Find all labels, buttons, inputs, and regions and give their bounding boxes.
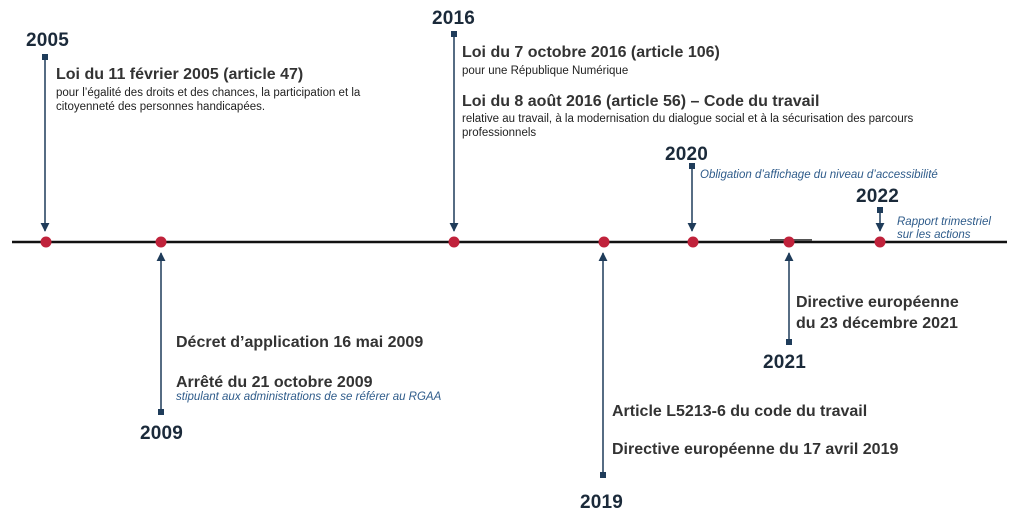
- year-label-2019: 2019: [580, 492, 624, 513]
- affichage-2020-note: Obligation d’affichage du niveau d’acces…: [700, 169, 938, 181]
- year-label-2009: 2009: [140, 423, 184, 444]
- connector-square-2020: [689, 163, 695, 169]
- node-2009: [155, 236, 167, 248]
- node-2022: [874, 236, 886, 248]
- directive-2021-line1: Directive européenne: [796, 294, 959, 311]
- loi-2005-title: Loi du 11 février 2005 (article 47): [56, 66, 304, 83]
- connector-square-2005: [42, 54, 48, 60]
- node-2016: [448, 236, 460, 248]
- arrete-2009: Arrêté du 21 octobre 2009: [176, 374, 373, 391]
- loi-2016-numerique-title: Loi du 7 octobre 2016 (article 106): [462, 44, 720, 61]
- arrete-2009-note: stipulant aux administrations de se réfé…: [176, 391, 442, 403]
- rapport-2022-note-line1: Rapport trimestriel: [897, 216, 991, 228]
- year-label-2016: 2016: [432, 8, 476, 29]
- decret-2009: Décret d’application 16 mai 2009: [176, 334, 424, 351]
- connector-square-2019: [600, 472, 606, 478]
- year-label-2022: 2022: [856, 186, 900, 207]
- directive-2019: Directive européenne du 17 avril 2019: [612, 441, 899, 458]
- connector-square-2022: [877, 207, 883, 213]
- directive-2021-line2: du 23 décembre 2021: [796, 315, 958, 332]
- rapport-2022-note-line2: sur les actions: [897, 229, 971, 241]
- year-label-2020: 2020: [665, 144, 709, 165]
- year-label-2005: 2005: [26, 30, 70, 51]
- loi-2016-travail-title: Loi du 8 août 2016 (article 56) – Code d…: [462, 93, 820, 110]
- node-2005: [40, 236, 52, 248]
- connector-square-2016: [451, 31, 457, 37]
- connector-square-2009: [158, 409, 164, 415]
- loi-2005-description: pour l’égalité des droits et des chances…: [56, 87, 361, 113]
- loi-2016-travail-description: relative au travail, à la modernisation …: [462, 113, 914, 139]
- year-label-2021: 2021: [763, 352, 807, 373]
- node-2020: [687, 236, 699, 248]
- node-2019: [598, 236, 610, 248]
- loi-2016-numerique-description: pour une République Numérique: [462, 65, 629, 77]
- article-l5213-6: Article L5213-6 du code du travail: [612, 403, 868, 420]
- connector-square-2021: [786, 339, 792, 345]
- node-2021: [783, 236, 795, 248]
